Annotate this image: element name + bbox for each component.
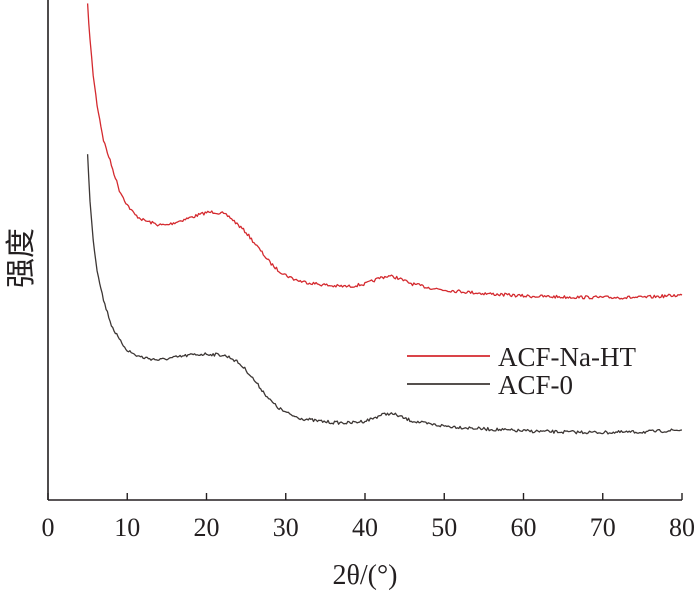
x-ticks: 0 10 20 30 40 50 60 70 80 <box>42 493 695 542</box>
legend-label-acf-na-ht: ACF-Na-HT <box>498 342 636 372</box>
x-tick-label: 80 <box>669 513 695 542</box>
legend: ACF-Na-HT ACF-0 <box>407 342 636 400</box>
x-tick-label: 70 <box>590 513 616 542</box>
x-tick-label: 60 <box>511 513 537 542</box>
x-axis-label: 2θ/(°) <box>332 560 397 591</box>
legend-label-acf-0: ACF-0 <box>498 370 573 400</box>
axes <box>47 0 682 501</box>
x-tick-label: 50 <box>431 513 457 542</box>
series-line-acf-na-ht <box>86 3 683 300</box>
y-axis-label: 强度 <box>4 228 39 288</box>
x-tick-label: 20 <box>194 513 220 542</box>
x-tick-label: 30 <box>273 513 299 542</box>
series-line-acf-0 <box>86 154 683 435</box>
x-tick-label: 10 <box>114 513 140 542</box>
series-layer <box>86 3 683 435</box>
x-tick-label: 0 <box>42 513 55 542</box>
x-tick-label: 40 <box>352 513 378 542</box>
